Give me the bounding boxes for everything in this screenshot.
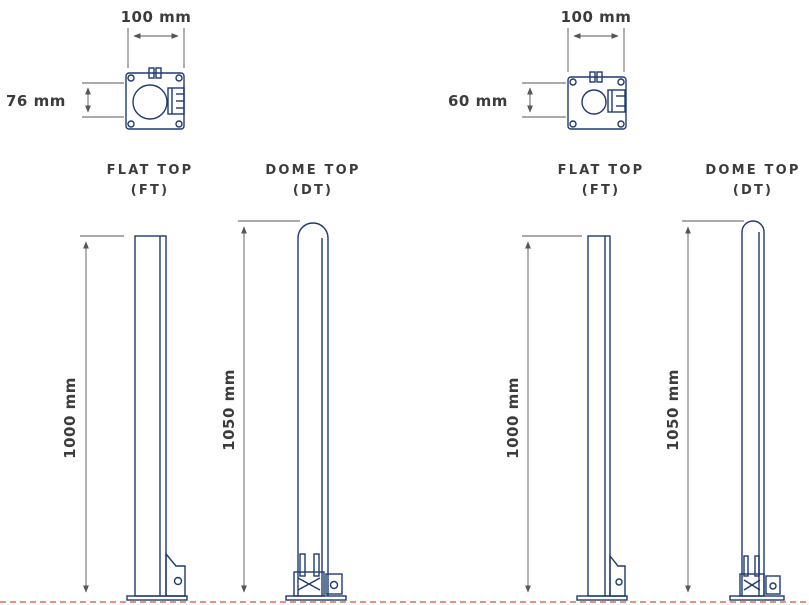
right-dome-top-caption-line1: DOME TOP — [705, 163, 800, 178]
right-flat-top-height-label: 1000 mm — [504, 377, 522, 459]
right-flat-top-caption-line1: FLAT TOP — [558, 163, 645, 178]
right-flat-top-caption-line2: (FT) — [582, 183, 620, 198]
right-dome-top-caption-line2: (DT) — [733, 183, 773, 198]
left-dome-top-height-label: 1050 mm — [220, 369, 238, 451]
left-dome-top-bollard: DOME TOP (DT) 1050 mm — [220, 163, 360, 601]
left-plate-depth-label: 76 mm — [6, 92, 66, 110]
right-dome-top-height-label: 1050 mm — [664, 369, 682, 451]
left-flat-top-height-label: 1000 mm — [61, 377, 79, 459]
right-dome-top-bollard: DOME TOP (DT) 1050 mm — [664, 163, 800, 601]
left-flat-top-caption-line2: (FT) — [131, 183, 169, 198]
left-flat-top-caption-line1: FLAT TOP — [107, 163, 194, 178]
left-plate-width-label: 100 mm — [121, 8, 192, 26]
left-dome-top-caption-line2: (DT) — [293, 183, 333, 198]
right-plate-top-view: 100 mm 60 mm — [448, 8, 632, 130]
right-plate-width-label: 100 mm — [561, 8, 632, 26]
right-set: 100 mm 60 mm FLAT TOP (FT) 1000 mm — [448, 8, 800, 601]
left-plate-top-view: 100 mm 76 mm — [6, 8, 192, 130]
left-dome-top-caption-line1: DOME TOP — [265, 163, 360, 178]
right-flat-top-bollard: FLAT TOP (FT) 1000 mm — [504, 163, 645, 601]
left-flat-top-bollard: FLAT TOP (FT) 1000 mm — [61, 163, 194, 601]
left-set: 100 mm 76 mm FLAT TOP (FT) 1000 — [6, 8, 360, 601]
right-plate-depth-label: 60 mm — [448, 92, 508, 110]
